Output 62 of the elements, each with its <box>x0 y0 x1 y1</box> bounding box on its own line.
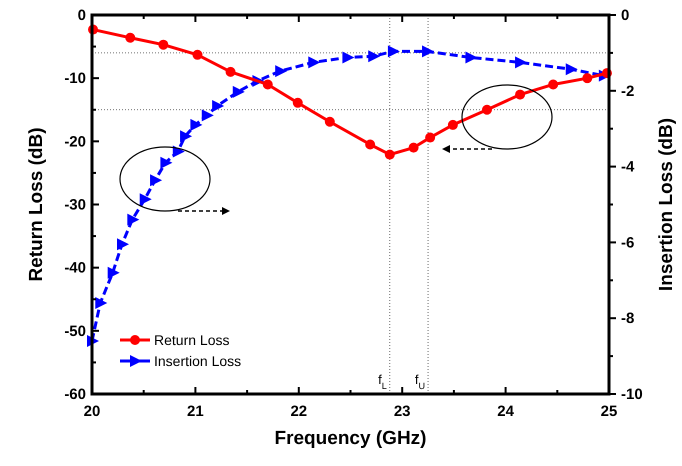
point <box>342 51 354 64</box>
point <box>515 56 528 68</box>
point <box>180 130 192 142</box>
y2-tick-label: 0 <box>621 7 630 24</box>
y-tick-label: -40 <box>64 260 86 277</box>
y2-tick-label: -4 <box>621 158 635 176</box>
point <box>95 297 108 310</box>
point <box>125 32 136 43</box>
legend-label: Insertion Loss <box>154 353 242 369</box>
ref-line-label: f$_{L}$ <box>378 372 387 391</box>
x-tick-label: 22 <box>290 403 308 420</box>
y-tick-label: -10 <box>64 70 86 88</box>
point <box>158 40 168 50</box>
point <box>226 66 236 77</box>
point <box>548 79 558 90</box>
point <box>566 63 578 76</box>
point <box>308 56 320 68</box>
point <box>582 73 592 84</box>
point <box>232 86 245 98</box>
ref-line-label: f$_{U}$ <box>414 372 426 391</box>
y-tick-label: 0 <box>78 7 86 24</box>
x-axis-title: Frequency (GHz) <box>274 428 427 449</box>
point <box>448 120 458 130</box>
y2-tick-label: -10 <box>621 386 643 403</box>
point <box>292 98 303 108</box>
x-tick-label: 24 <box>497 403 515 420</box>
point <box>482 104 492 115</box>
y-tick-label: -60 <box>64 386 86 403</box>
point <box>140 193 152 206</box>
point <box>192 50 202 60</box>
y2-tick-label: -8 <box>621 310 634 328</box>
point <box>365 139 376 150</box>
x-tick-label: 25 <box>600 403 618 420</box>
x-tick-label: 20 <box>84 403 100 420</box>
x-tick-label: 21 <box>187 403 204 420</box>
point <box>108 266 120 279</box>
point <box>160 156 172 169</box>
point <box>422 45 434 58</box>
point <box>384 150 395 160</box>
point <box>324 116 335 127</box>
y2-tick-label: -2 <box>621 82 634 100</box>
point <box>408 142 419 153</box>
y-axis-title: Return Loss (dB) <box>26 127 47 282</box>
point <box>190 118 202 131</box>
point <box>425 132 436 143</box>
y-tick-label: -50 <box>64 322 86 340</box>
point <box>150 174 162 186</box>
y2-axis-title: Insertion Loss (dB) <box>656 118 677 292</box>
x-tick-label: 23 <box>394 403 411 420</box>
point <box>368 50 380 62</box>
point <box>262 79 273 90</box>
point <box>388 45 400 58</box>
point <box>515 90 526 100</box>
y2-tick-label: -6 <box>621 234 634 252</box>
y-tick-label: -30 <box>64 196 86 214</box>
legend-label: Return Loss <box>154 332 230 348</box>
point <box>202 109 214 122</box>
y-tick-label: -20 <box>64 133 86 150</box>
point <box>127 214 140 226</box>
point <box>212 100 224 112</box>
point <box>116 238 129 250</box>
point <box>275 65 288 78</box>
